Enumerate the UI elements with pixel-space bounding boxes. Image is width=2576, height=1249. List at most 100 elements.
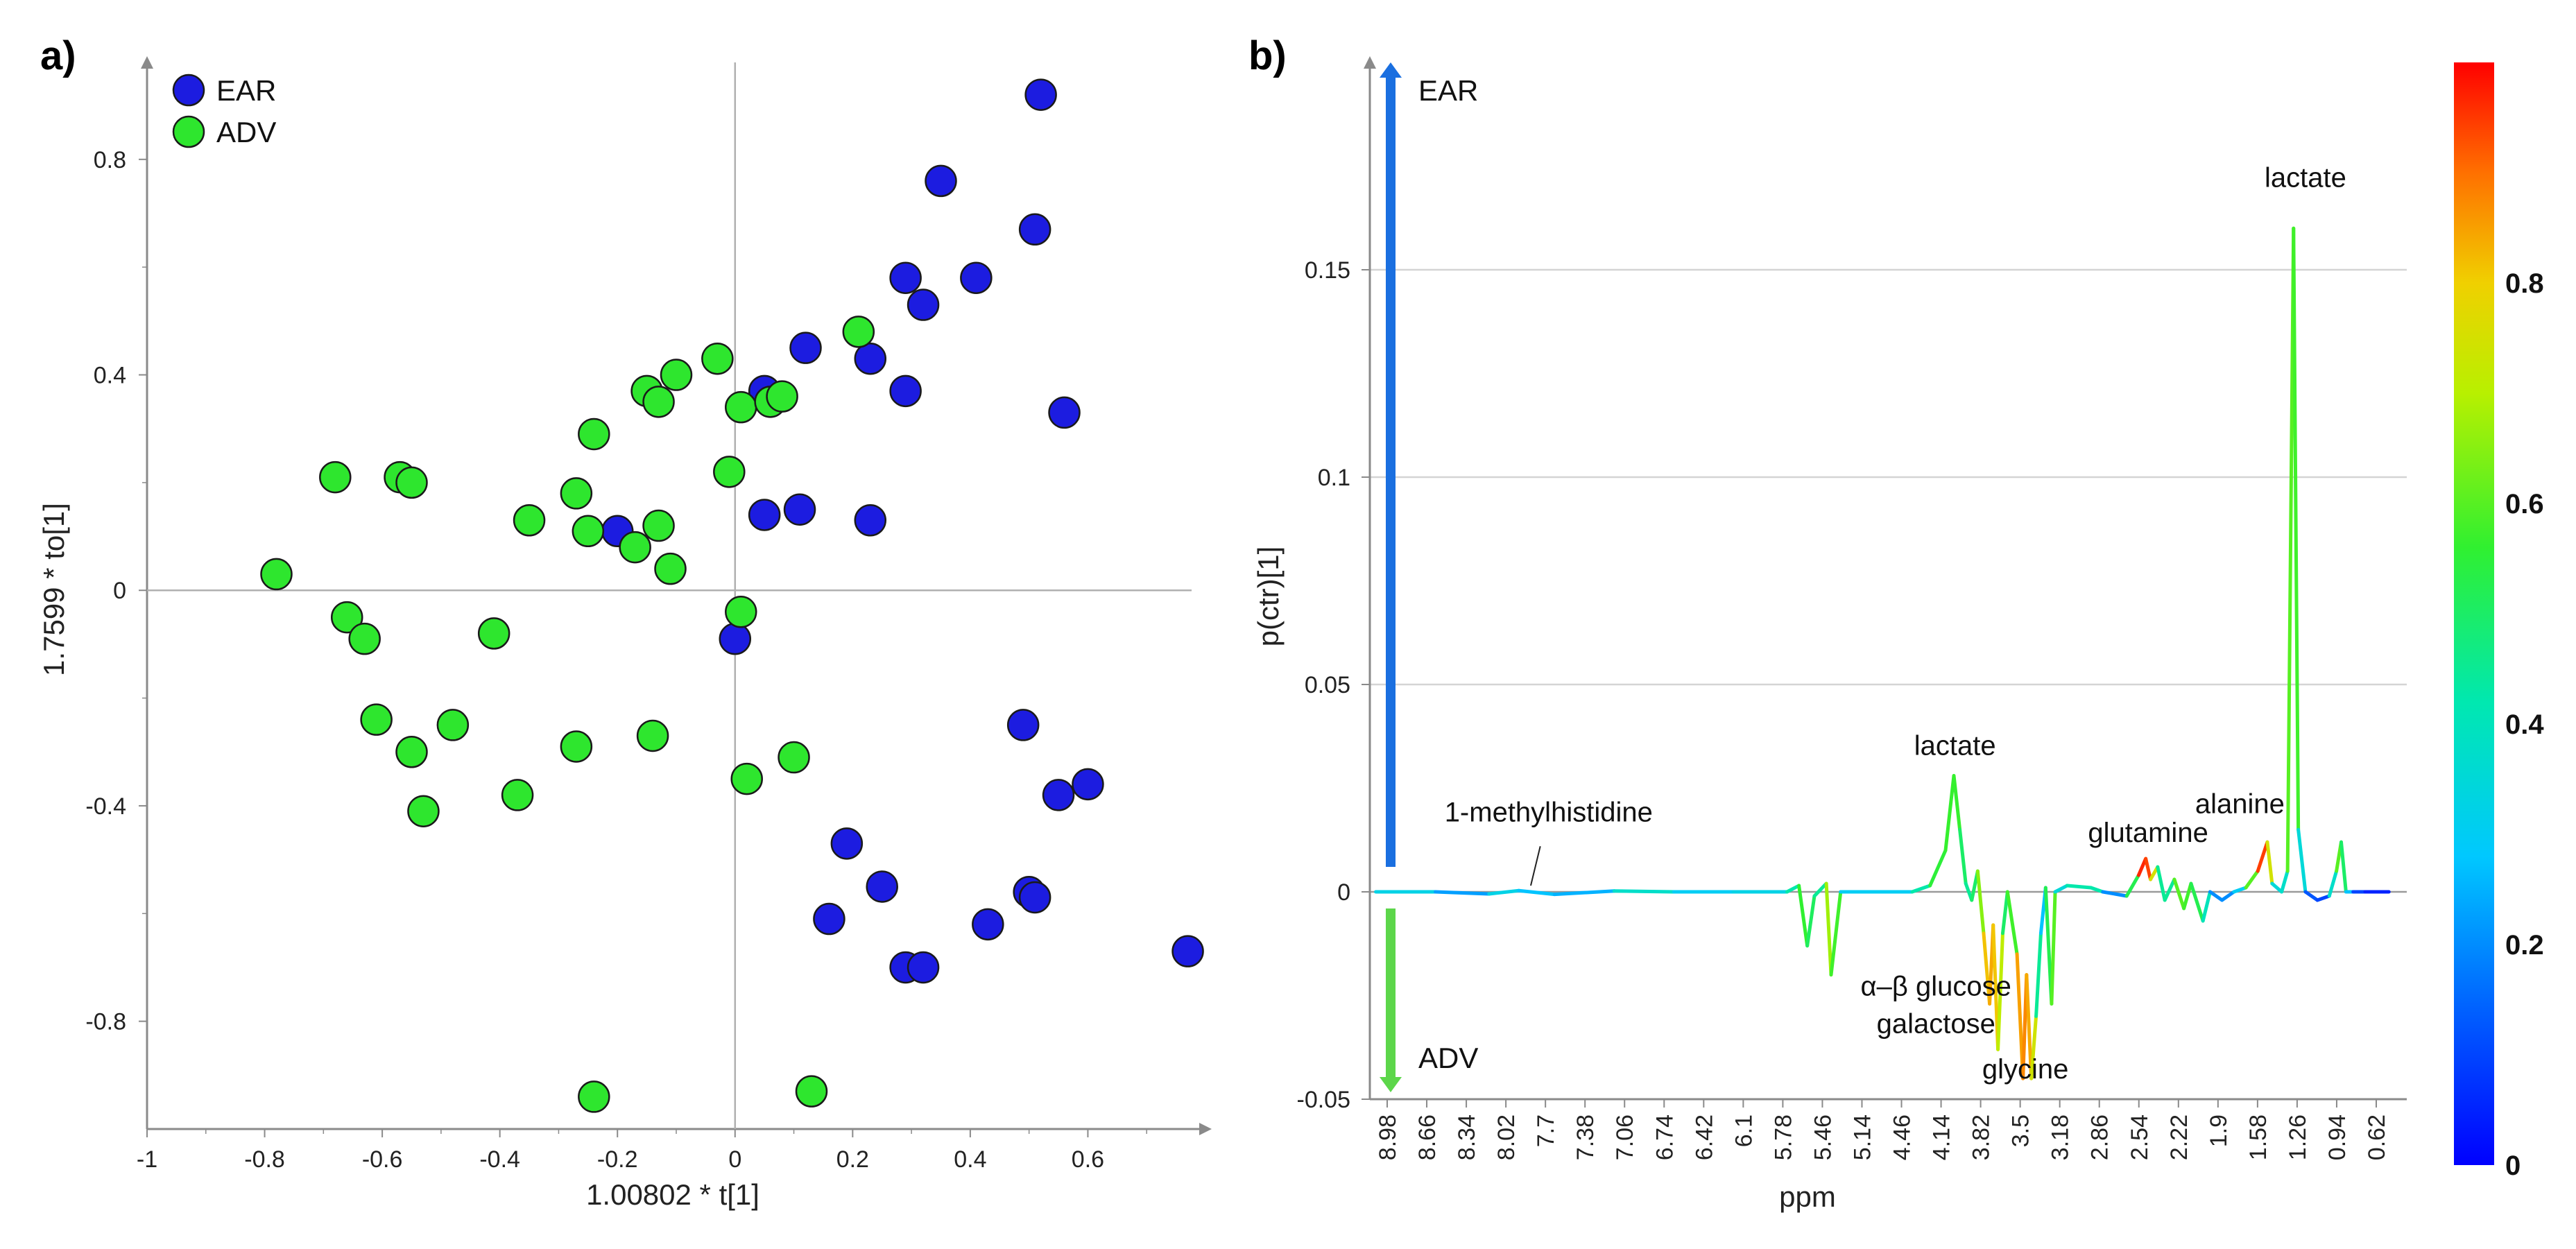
adv-arrow-head xyxy=(1380,1077,1402,1092)
scatter-point-adv xyxy=(513,504,546,537)
loading-segment xyxy=(2182,881,2193,911)
scatter-point-adv xyxy=(477,617,510,650)
x-tick-label: 3.82 xyxy=(1968,1114,1995,1160)
loading-segment xyxy=(2189,881,2205,923)
colorbar-tick-label: 0.2 xyxy=(2505,930,2544,961)
loading-segment xyxy=(1952,774,1962,832)
loading-segment xyxy=(2265,840,2274,886)
x-tick-label: 5.78 xyxy=(1770,1114,1796,1160)
scatter-point-ear xyxy=(972,908,1004,941)
loading-segment xyxy=(1943,774,1956,852)
scatter-point-adv xyxy=(730,762,763,795)
scatter-point-ear xyxy=(925,164,957,198)
scatter-point-ear xyxy=(1018,213,1051,246)
peak-label: glycine xyxy=(1982,1054,2069,1085)
y-tick-label: -0.05 xyxy=(1297,1087,1351,1113)
loading-segment xyxy=(1910,884,1932,894)
scatter-point-ear xyxy=(854,342,887,375)
loading-segment xyxy=(2172,877,2186,911)
loading-segment xyxy=(2256,840,2269,873)
loading-segment xyxy=(2065,884,2093,890)
loading-segment xyxy=(2327,869,2339,898)
x-tick-label: 8.02 xyxy=(1493,1114,1520,1160)
scatter-point-adv xyxy=(642,509,675,542)
loading-segment xyxy=(2101,890,2129,898)
scatter-point-adv xyxy=(578,417,610,451)
x-tick-label: 5.14 xyxy=(1849,1114,1875,1160)
peak-label: α–β glucose xyxy=(1861,972,2011,1002)
x-tick-label: 0.4 xyxy=(954,1146,986,1173)
y-tick-label: 0.8 xyxy=(94,147,126,173)
loading-segment xyxy=(2053,884,2069,894)
scatter-point-adv xyxy=(713,456,746,488)
scatter-point-ear xyxy=(1072,768,1104,801)
loading-segment xyxy=(1928,848,1948,888)
x-tick-label: 0.6 xyxy=(1072,1146,1104,1173)
x-tick-label: 7.38 xyxy=(1572,1114,1599,1160)
scatter-point-ear xyxy=(813,902,845,936)
loading-segment xyxy=(1797,884,1810,948)
x-tick-label: 8.66 xyxy=(1414,1114,1441,1160)
scatter-point-ear xyxy=(830,827,864,860)
scatter-point-adv xyxy=(660,359,693,391)
y-tick-label: 0.4 xyxy=(94,363,126,389)
scatter-point-ear xyxy=(1006,709,1040,741)
x-tick-label: 1.9 xyxy=(2206,1114,2232,1147)
scatter-point-adv xyxy=(572,515,605,548)
loading-segment xyxy=(2136,856,2148,877)
scatter-point-ear xyxy=(748,499,781,531)
scatter-point-adv xyxy=(701,342,734,375)
loadings-line xyxy=(1374,226,2391,1080)
loading-segment xyxy=(2339,840,2348,894)
x-tick-label: 1.26 xyxy=(2285,1114,2311,1160)
y-tick-label: 0.05 xyxy=(1305,672,1350,698)
scores-plot: a) -1 -0.8 -0.6 -0.4 -0.2 0 0.2 0.4 0.6 -0.8 -0.4 0… xyxy=(37,33,1212,1211)
direction-arrows: EAR ADV xyxy=(1380,62,1478,1092)
legend-marker xyxy=(172,115,205,148)
scatter-point-ear xyxy=(854,504,887,537)
x-tick-label: -0.4 xyxy=(479,1146,520,1173)
scatter-point-adv xyxy=(560,477,593,510)
x-tick-label: 7.06 xyxy=(1612,1114,1638,1160)
legend-marker xyxy=(172,74,205,107)
scatter-point-adv xyxy=(395,736,428,768)
scatter-point-adv xyxy=(348,622,381,655)
x-tick-label: 0.62 xyxy=(2364,1114,2390,1160)
scatter-point-adv xyxy=(619,531,651,564)
x-tick-label: 6.42 xyxy=(1691,1114,1717,1160)
loading-segment xyxy=(2244,869,2260,890)
leader-line xyxy=(1530,845,1541,886)
x-tick-label: -0.6 xyxy=(362,1146,403,1173)
x-tick-label: 6.74 xyxy=(1651,1114,1678,1160)
x-tick-label: -0.2 xyxy=(597,1146,638,1173)
scatter-point-adv xyxy=(725,596,757,628)
loading-segment xyxy=(1434,890,1491,896)
loading-segment xyxy=(1958,827,1968,886)
peak-label: lactate xyxy=(2265,162,2346,193)
loading-segment xyxy=(1552,889,1616,897)
peak-label: galactose xyxy=(1877,1008,1995,1039)
scatter-point-ear xyxy=(960,261,993,294)
scatter-point-adv xyxy=(260,558,293,591)
loading-segment xyxy=(2220,890,2236,902)
x-tick-label: 0 xyxy=(728,1146,741,1173)
x-tick-label: 3.18 xyxy=(2047,1114,2074,1160)
x-tick-label: 7.7 xyxy=(1533,1114,1559,1147)
y-tick-label: -0.8 xyxy=(85,1009,126,1035)
scatter-point-adv xyxy=(407,795,440,827)
scatter-point-ear xyxy=(789,331,822,364)
loading-segment xyxy=(2270,881,2284,894)
x-tick-label: 3.5 xyxy=(2008,1114,2034,1147)
x-tick-label: 5.46 xyxy=(1810,1114,1836,1160)
scatter-point-adv xyxy=(360,703,393,736)
loading-segment xyxy=(2000,890,2009,936)
colorbar-tick-label: 0.6 xyxy=(2505,489,2544,519)
scatter-point-ear xyxy=(1024,78,1057,111)
scatter-point-ear xyxy=(866,870,898,903)
x-tick-label: 4.14 xyxy=(1929,1114,1955,1160)
loading-segment xyxy=(2315,894,2331,902)
x-tick-label: 8.34 xyxy=(1454,1114,1480,1160)
scatter-point-ear xyxy=(907,951,940,984)
